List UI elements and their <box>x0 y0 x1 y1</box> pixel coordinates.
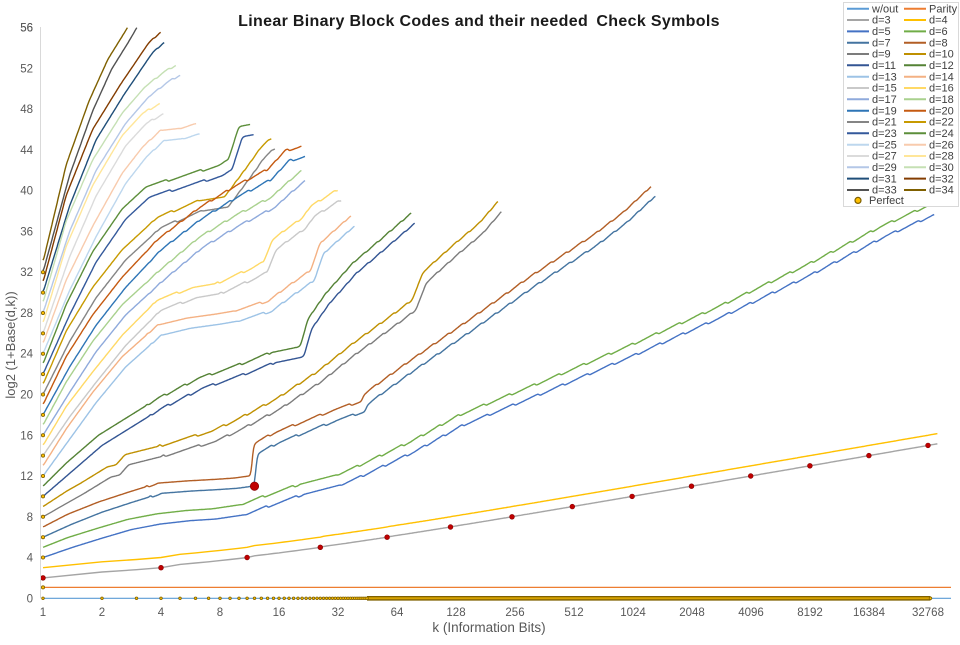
svg-text:2: 2 <box>99 607 105 619</box>
svg-text:24: 24 <box>20 349 33 361</box>
svg-text:Perfect: Perfect <box>869 195 904 207</box>
svg-text:d=20: d=20 <box>929 105 954 117</box>
svg-text:512: 512 <box>564 607 583 619</box>
svg-text:d=12: d=12 <box>929 60 954 72</box>
svg-text:32: 32 <box>20 267 33 279</box>
svg-text:256: 256 <box>505 607 524 619</box>
svg-text:56: 56 <box>20 23 33 35</box>
svg-text:36: 36 <box>20 227 33 239</box>
svg-text:128: 128 <box>446 607 465 619</box>
svg-text:d=5: d=5 <box>872 26 891 38</box>
svg-text:16384: 16384 <box>853 607 886 619</box>
svg-text:d=31: d=31 <box>872 173 897 185</box>
svg-text:d=10: d=10 <box>929 49 954 61</box>
svg-text:d=22: d=22 <box>929 117 954 129</box>
svg-text:32768: 32768 <box>912 607 944 619</box>
svg-text:0: 0 <box>27 593 33 605</box>
svg-text:40: 40 <box>20 186 33 198</box>
svg-text:d=18: d=18 <box>929 94 954 106</box>
svg-text:4: 4 <box>158 607 165 619</box>
svg-text:d=16: d=16 <box>929 83 954 95</box>
svg-text:28: 28 <box>20 308 33 320</box>
svg-text:d=32: d=32 <box>929 173 954 185</box>
svg-text:16: 16 <box>273 607 286 619</box>
svg-text:1: 1 <box>40 607 46 619</box>
svg-text:d=11: d=11 <box>872 60 896 72</box>
svg-text:d=30: d=30 <box>929 162 954 174</box>
svg-text:d=13: d=13 <box>872 71 897 83</box>
svg-text:20: 20 <box>20 390 33 402</box>
svg-text:d=26: d=26 <box>929 139 954 151</box>
svg-text:d=7: d=7 <box>872 37 891 49</box>
svg-text:d=17: d=17 <box>872 94 897 106</box>
svg-text:d=4: d=4 <box>929 15 948 27</box>
svg-text:d=15: d=15 <box>872 83 897 95</box>
svg-text:1024: 1024 <box>620 607 646 619</box>
svg-text:d=33: d=33 <box>872 185 897 197</box>
svg-text:d=14: d=14 <box>929 71 954 83</box>
svg-text:d=27: d=27 <box>872 151 897 163</box>
svg-text:d=9: d=9 <box>872 49 891 61</box>
svg-text:d=6: d=6 <box>929 26 948 38</box>
svg-text:8: 8 <box>27 512 33 524</box>
svg-text:12: 12 <box>20 471 33 483</box>
svg-text:52: 52 <box>20 63 33 75</box>
svg-text:48: 48 <box>20 104 33 116</box>
svg-text:d=25: d=25 <box>872 139 897 151</box>
svg-text:d=24: d=24 <box>929 128 954 140</box>
svg-text:w/out: w/out <box>871 3 898 15</box>
svg-text:16: 16 <box>20 430 33 442</box>
svg-text:d=8: d=8 <box>929 37 948 49</box>
svg-text:64: 64 <box>391 607 404 619</box>
svg-text:44: 44 <box>20 145 33 157</box>
svg-text:d=34: d=34 <box>929 185 954 197</box>
svg-text:d=23: d=23 <box>872 128 897 140</box>
svg-text:4: 4 <box>27 553 34 565</box>
svg-text:k (Information Bits): k (Information Bits) <box>432 620 545 635</box>
svg-text:d=19: d=19 <box>872 105 897 117</box>
svg-text:2048: 2048 <box>679 607 705 619</box>
svg-text:Parity: Parity <box>929 3 958 15</box>
svg-text:56: 56 <box>20 23 33 35</box>
svg-text:log2 (1+Base(d,k)): log2 (1+Base(d,k)) <box>3 291 18 398</box>
svg-text:d=3: d=3 <box>872 15 891 27</box>
svg-text:Linear Binary Block Codes and: Linear Binary Block Codes and their need… <box>238 13 720 30</box>
svg-text:d=29: d=29 <box>872 162 897 174</box>
svg-text:8: 8 <box>217 607 223 619</box>
svg-text:4096: 4096 <box>738 607 764 619</box>
svg-text:d=28: d=28 <box>929 151 954 163</box>
svg-text:32: 32 <box>332 607 345 619</box>
svg-text:d=21: d=21 <box>872 117 897 129</box>
svg-text:8192: 8192 <box>797 607 823 619</box>
